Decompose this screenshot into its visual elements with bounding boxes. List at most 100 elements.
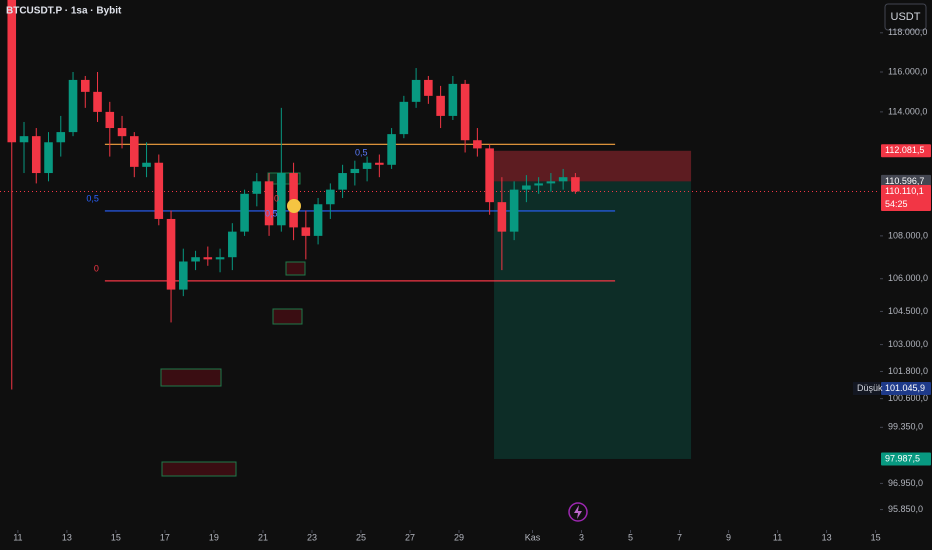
candle-body bbox=[56, 132, 66, 143]
candle-body bbox=[228, 231, 237, 258]
x-tick-label: 19 bbox=[209, 532, 219, 542]
level-label: 0,5 bbox=[86, 193, 99, 203]
x-tick-label: 15 bbox=[111, 532, 121, 542]
candle-body bbox=[509, 189, 519, 232]
candle-body bbox=[326, 189, 335, 205]
x-tick-label: 11 bbox=[13, 532, 22, 542]
y-tick-label: 95.850,0 bbox=[888, 504, 923, 514]
candle-body bbox=[301, 227, 311, 236]
candle-body bbox=[215, 257, 225, 260]
y-tick-label: 103.000,0 bbox=[888, 339, 928, 349]
y-tick-label: 99.350,0 bbox=[888, 422, 923, 432]
zone-box bbox=[161, 461, 237, 477]
y-tick-label: 106.000,0 bbox=[888, 273, 928, 283]
y-tick-label: 116.000,0 bbox=[888, 66, 927, 76]
x-tick-label: 3 bbox=[579, 532, 584, 542]
candle-body bbox=[448, 83, 458, 116]
level-label: 0 bbox=[94, 263, 99, 273]
candle-body bbox=[534, 183, 543, 186]
x-tick-label: 13 bbox=[62, 532, 72, 542]
price-label: 110.596,7 bbox=[885, 176, 924, 186]
candle-body bbox=[546, 181, 556, 184]
candle-body bbox=[375, 162, 384, 165]
x-tick-label: 27 bbox=[405, 532, 415, 542]
candle-body bbox=[571, 177, 580, 192]
candle-body bbox=[277, 173, 286, 226]
target-zone bbox=[494, 181, 692, 459]
price-label: 101.045,9 bbox=[885, 383, 925, 393]
candle-body bbox=[485, 148, 494, 203]
price-label-box bbox=[881, 452, 931, 466]
price-label: 110.110,1 bbox=[885, 186, 924, 196]
cursor-icon bbox=[287, 199, 301, 213]
price-label-box bbox=[881, 185, 931, 212]
candle-body bbox=[252, 181, 262, 194]
candle-body bbox=[154, 162, 164, 219]
price-label: 97.987,5 bbox=[885, 453, 920, 463]
candle-body bbox=[411, 79, 421, 102]
candle-body bbox=[424, 79, 433, 96]
candle-body bbox=[179, 261, 188, 290]
x-tick-label: 21 bbox=[258, 532, 268, 542]
candle-body bbox=[460, 83, 470, 141]
candle-body bbox=[362, 162, 372, 169]
candle-body bbox=[387, 134, 396, 165]
alert-icon-bolt bbox=[574, 505, 582, 519]
candle-body bbox=[522, 185, 531, 190]
annotation: 0,5 bbox=[265, 208, 278, 218]
countdown: 54:25 bbox=[885, 199, 908, 209]
price-tag-box bbox=[853, 382, 880, 396]
candle-body bbox=[264, 181, 274, 226]
plot-area bbox=[0, 0, 880, 477]
alert-icon[interactable] bbox=[568, 502, 588, 522]
y-tick-label: 101.800,0 bbox=[888, 366, 928, 376]
x-tick-label: 13 bbox=[822, 532, 832, 542]
candle-body bbox=[473, 140, 482, 149]
candle-body bbox=[7, 0, 17, 143]
candle-body bbox=[93, 91, 102, 112]
x-tick-label: 17 bbox=[160, 532, 170, 542]
candle-body bbox=[68, 79, 78, 133]
y-tick-label: 104.500,0 bbox=[888, 306, 928, 316]
currency-button[interactable] bbox=[884, 3, 927, 31]
candle-body bbox=[191, 257, 200, 262]
candle-body bbox=[399, 101, 409, 135]
candle-body bbox=[313, 204, 323, 236]
x-tick-label: 5 bbox=[628, 532, 633, 542]
y-tick-label: 96.950,0 bbox=[888, 478, 923, 488]
candle-body bbox=[558, 177, 568, 182]
price-label-box bbox=[881, 174, 931, 188]
candle-body bbox=[31, 136, 41, 174]
zone-box bbox=[272, 308, 303, 325]
price-label: 112.081,5 bbox=[885, 145, 924, 155]
candle-body bbox=[80, 79, 90, 92]
zone-box bbox=[285, 261, 306, 276]
overlay: 0,5 0 0,5 0,5 0 bbox=[86, 147, 588, 522]
y-tick-label: 100.600,0 bbox=[888, 393, 928, 403]
annotation: 0 bbox=[274, 193, 279, 203]
annotation: 0,5 bbox=[355, 147, 368, 157]
x-tick-label: 15 bbox=[871, 532, 881, 542]
candle-body bbox=[497, 202, 507, 232]
currency-label[interactable]: USDT bbox=[891, 11, 921, 23]
x-tick-label: 11 bbox=[773, 532, 782, 542]
candle-body bbox=[19, 136, 29, 143]
candle-body bbox=[436, 95, 445, 116]
candle-body bbox=[166, 218, 176, 290]
candle-body bbox=[338, 173, 347, 190]
y-tick-label: 108.000,0 bbox=[888, 230, 928, 240]
x-tick-label: 23 bbox=[307, 532, 317, 542]
candle-body bbox=[142, 162, 151, 167]
y-tick-label: 118.000,0 bbox=[888, 27, 927, 37]
price-tag: Düşük bbox=[857, 383, 883, 393]
candle-body bbox=[130, 136, 139, 167]
stop-zone bbox=[494, 150, 692, 182]
candle-body bbox=[240, 193, 249, 232]
price-label-box bbox=[881, 382, 931, 396]
x-tick-label: 29 bbox=[454, 532, 464, 542]
candle-body bbox=[105, 111, 115, 129]
candle-body bbox=[44, 142, 53, 174]
chart-title: BTCUSDT.P · 1sa · Bybit bbox=[6, 6, 122, 17]
x-tick-label: 7 bbox=[677, 532, 682, 542]
